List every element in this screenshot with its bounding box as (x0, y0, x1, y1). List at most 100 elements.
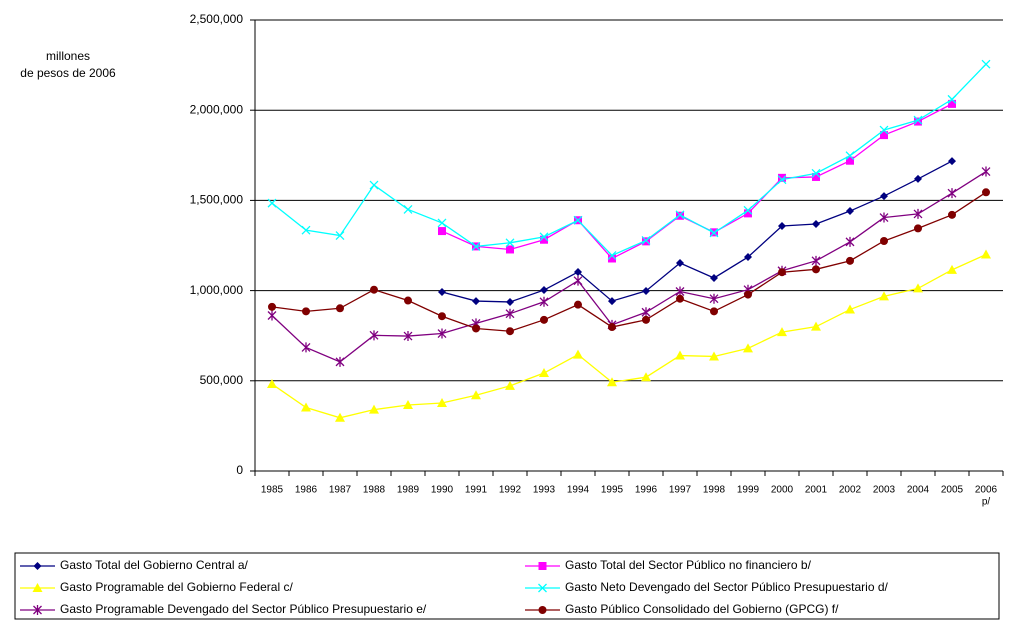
marker (846, 256, 854, 265)
marker (879, 291, 889, 301)
x-tick-label: 2003 (873, 485, 896, 496)
marker (812, 172, 820, 181)
x-tick-label: 1992 (499, 485, 522, 496)
x-tick-label: 1993 (533, 485, 556, 496)
x-tick-label: 1994 (567, 485, 590, 496)
marker (369, 180, 379, 190)
marker (505, 308, 515, 319)
marker (812, 220, 820, 229)
marker (914, 117, 922, 126)
marker (437, 218, 447, 228)
marker (913, 283, 923, 293)
marker (641, 307, 651, 318)
marker (472, 324, 480, 333)
marker (709, 351, 719, 361)
y-tick-label: 1,000,000 (190, 283, 244, 297)
legend-label: Gasto Neto Devengado del Sector Público … (565, 580, 889, 594)
series-line (271, 170, 987, 363)
marker (947, 264, 957, 274)
marker (32, 583, 43, 592)
marker (403, 399, 413, 409)
marker (335, 356, 345, 367)
marker (608, 323, 616, 332)
marker (981, 59, 991, 69)
marker (369, 404, 379, 414)
x-tick-label: 1986 (295, 485, 318, 496)
marker (438, 288, 446, 297)
legend-label: Gasto Público Consolidado del Gobierno (… (565, 602, 839, 616)
marker (811, 168, 821, 178)
x-tick-label: 2006 (975, 485, 998, 496)
marker (913, 115, 923, 125)
y-tick-label: 0 (236, 463, 243, 477)
marker (335, 231, 345, 241)
x-tick-label: 1995 (601, 485, 624, 496)
marker (675, 210, 685, 220)
marker (845, 151, 855, 161)
marker (267, 379, 277, 389)
y-axis-label: de pesos de 2006 (20, 66, 116, 80)
legend-label: Gasto Total del Sector Público no financ… (565, 558, 812, 572)
marker (778, 173, 786, 182)
marker (642, 315, 650, 324)
marker (777, 175, 787, 185)
x-tick-label: 2002 (839, 485, 862, 496)
x-tick-label: 1985 (261, 485, 284, 496)
x-tick-label: 1996 (635, 485, 658, 496)
marker (981, 166, 991, 177)
marker (744, 290, 752, 299)
series-line (441, 160, 953, 303)
marker (540, 286, 548, 295)
legend-label: Gasto Total del Gobierno Central a/ (60, 558, 249, 572)
x-tick-label: 1997 (669, 485, 692, 496)
x-tick-label: 2004 (907, 485, 930, 496)
x-tick-label: 1987 (329, 485, 352, 496)
marker (438, 312, 446, 321)
marker (505, 380, 515, 390)
marker (336, 304, 344, 313)
marker (404, 296, 412, 305)
marker (539, 232, 549, 242)
marker (574, 268, 582, 277)
marker (845, 236, 855, 247)
marker (335, 412, 345, 422)
marker (812, 265, 820, 274)
x-tick-label: 1988 (363, 485, 386, 496)
y-tick-label: 500,000 (200, 373, 244, 387)
marker (778, 222, 786, 231)
y-tick-label: 2,500,000 (190, 12, 244, 26)
marker (506, 327, 514, 336)
marker (641, 372, 651, 382)
marker (471, 241, 481, 251)
marker (947, 188, 957, 199)
marker (880, 192, 888, 201)
marker (709, 293, 719, 304)
marker (676, 294, 684, 303)
legend-label: Gasto Programable del Gobierno Federal c… (60, 580, 293, 594)
marker (608, 297, 616, 306)
marker (947, 94, 957, 104)
series-line (271, 63, 987, 257)
marker (743, 343, 753, 353)
marker (471, 390, 481, 400)
marker (880, 236, 888, 245)
marker (370, 285, 378, 294)
marker (268, 302, 276, 311)
marker (403, 331, 413, 342)
marker (642, 286, 650, 295)
series-line (271, 191, 987, 332)
marker (710, 307, 718, 316)
x-tick-label: 2000 (771, 485, 794, 496)
marker (437, 397, 447, 407)
marker (33, 605, 42, 615)
marker (880, 131, 888, 140)
marker (676, 258, 684, 267)
y-tick-label: 1,500,000 (190, 193, 244, 207)
marker (778, 268, 786, 277)
marker (743, 205, 753, 215)
marker (506, 297, 514, 306)
marker (948, 157, 956, 166)
legend-box (14, 552, 1000, 620)
marker (811, 321, 821, 331)
marker (744, 209, 752, 218)
